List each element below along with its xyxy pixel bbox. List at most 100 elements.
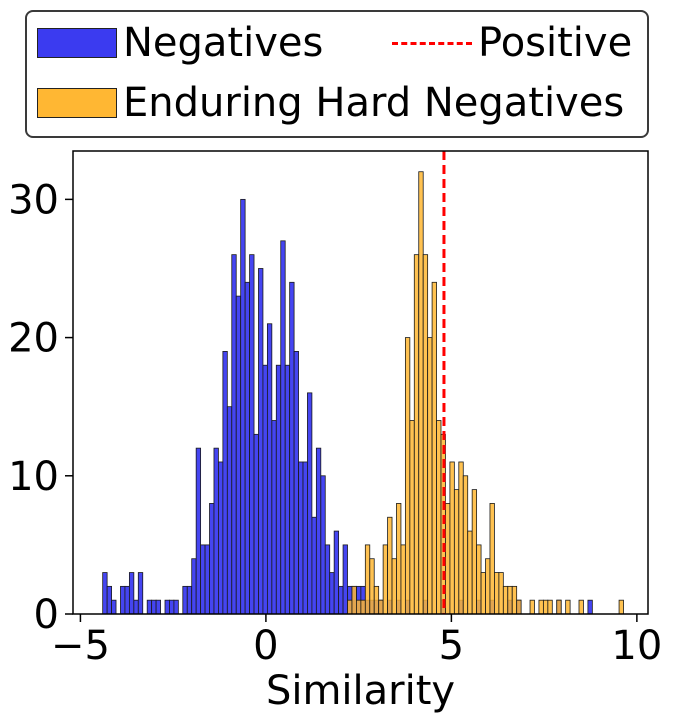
hard-negatives-bar bbox=[516, 599, 522, 615]
hard-negatives-bar bbox=[436, 420, 442, 615]
negatives-bar bbox=[120, 585, 126, 615]
positive-swatch bbox=[392, 41, 472, 45]
negatives-bar bbox=[213, 447, 219, 615]
negatives-bar bbox=[195, 447, 202, 615]
hard-negatives-bar bbox=[369, 558, 375, 615]
hard-negatives-bar bbox=[485, 558, 491, 615]
hard-negatives-bar bbox=[471, 489, 478, 615]
negatives-bar bbox=[249, 254, 255, 615]
negatives-bar bbox=[235, 295, 242, 615]
hard-negatives-bar bbox=[404, 337, 411, 615]
hard-negatives-bar bbox=[547, 599, 553, 615]
hard-negatives-bar bbox=[400, 544, 406, 615]
hard-negatives-bar bbox=[364, 544, 371, 615]
negatives-bar bbox=[124, 585, 130, 615]
hard-negatives-bar bbox=[467, 530, 473, 615]
x-axis: −5 0 5 10 bbox=[51, 614, 662, 669]
y-tick-label: 0 bbox=[34, 592, 59, 638]
hard-negatives-bar bbox=[373, 585, 380, 615]
x-tick-label: 10 bbox=[611, 623, 662, 669]
negatives-bar bbox=[222, 351, 228, 615]
hard-negatives-bar bbox=[427, 337, 433, 615]
hard-negatives-bar bbox=[409, 420, 415, 615]
negatives-bar bbox=[218, 461, 224, 615]
negatives-bar bbox=[271, 420, 277, 615]
y-axis: 0 10 20 30 bbox=[8, 177, 73, 638]
negatives-bar bbox=[315, 447, 322, 615]
hard-negatives-bar bbox=[618, 599, 624, 615]
hard-negatives-bar bbox=[449, 461, 455, 615]
negatives-bar bbox=[209, 503, 215, 615]
legend-label-negatives: Negatives bbox=[123, 20, 324, 66]
negatives-bar bbox=[169, 599, 175, 615]
plot-frame bbox=[72, 150, 649, 615]
hard-negatives-bar bbox=[489, 503, 495, 615]
negatives-bar bbox=[587, 599, 593, 615]
negatives-bar bbox=[320, 475, 326, 615]
negatives-bar bbox=[329, 572, 335, 615]
hard-negatives-bar bbox=[556, 599, 562, 615]
negatives-bar bbox=[231, 254, 237, 615]
hard-negatives-bar bbox=[360, 599, 366, 615]
negatives-bar bbox=[155, 599, 161, 615]
x-axis-label: Similarity bbox=[266, 668, 455, 714]
negatives-bar bbox=[338, 585, 344, 615]
legend-label-hard-negatives: Enduring Hard Negatives bbox=[123, 80, 625, 126]
negatives-bar bbox=[111, 599, 117, 615]
hard-negatives-bar bbox=[422, 254, 429, 615]
y-tick-label: 10 bbox=[8, 454, 59, 500]
hard-negatives-bar bbox=[382, 544, 388, 615]
negatives-bar bbox=[280, 240, 286, 615]
hard-negatives-bar bbox=[378, 599, 384, 615]
hard-negatives-bar bbox=[529, 599, 535, 615]
hard-negatives-bar bbox=[542, 599, 549, 615]
x-tick-label: −5 bbox=[51, 623, 110, 669]
legend-entry-positive: Positive bbox=[392, 20, 632, 66]
negatives-bar bbox=[200, 544, 206, 615]
negatives-bar bbox=[191, 558, 197, 615]
hard-negatives-bar bbox=[413, 254, 420, 615]
hard-negatives-bar bbox=[578, 599, 584, 615]
negatives-bar bbox=[258, 268, 264, 615]
negatives-bar bbox=[128, 572, 135, 615]
y-tick-label: 20 bbox=[8, 316, 59, 362]
hard-negatives-bar bbox=[387, 516, 393, 615]
hard-negatives-bars bbox=[347, 171, 624, 615]
negatives-bar bbox=[226, 406, 233, 615]
hard-negatives-bar bbox=[498, 572, 504, 615]
hard-negatives-bar bbox=[418, 171, 424, 615]
negatives-bar bbox=[204, 544, 210, 615]
negatives-bar bbox=[102, 572, 108, 615]
negatives-bar bbox=[244, 281, 250, 615]
hard-negatives-bar bbox=[462, 475, 469, 615]
negatives-bar bbox=[293, 351, 299, 615]
negatives-bar bbox=[342, 544, 348, 615]
hard-negatives-bar bbox=[347, 599, 353, 615]
hard-negatives-bar bbox=[356, 599, 362, 615]
negatives-bar bbox=[182, 585, 188, 615]
negatives-bar bbox=[307, 392, 313, 615]
hard-negatives-bar bbox=[565, 599, 571, 615]
negatives-swatch bbox=[37, 28, 117, 58]
negatives-bar bbox=[133, 599, 139, 615]
negatives-bar bbox=[253, 433, 259, 615]
hard-negatives-bar bbox=[507, 585, 513, 615]
x-tick-label: 5 bbox=[439, 623, 464, 669]
negatives-bar bbox=[173, 599, 179, 615]
negatives-bar bbox=[164, 599, 170, 615]
hard-negatives-bar bbox=[502, 585, 509, 615]
negatives-bar bbox=[266, 323, 273, 615]
hard-negatives-bar bbox=[476, 544, 482, 615]
negatives-bar bbox=[151, 599, 157, 615]
hard-negatives-bar bbox=[391, 558, 397, 615]
hard-negatives-bar bbox=[494, 572, 500, 615]
legend: Negatives Positive Enduring Hard Negativ… bbox=[25, 10, 649, 138]
negatives-bar bbox=[298, 461, 304, 615]
hard-negatives-bar bbox=[480, 572, 486, 615]
negatives-bar bbox=[311, 516, 317, 615]
negatives-bar bbox=[289, 281, 295, 615]
negatives-bar bbox=[137, 572, 144, 615]
negatives-bar bbox=[302, 461, 308, 615]
x-tick-label: 0 bbox=[253, 623, 278, 669]
